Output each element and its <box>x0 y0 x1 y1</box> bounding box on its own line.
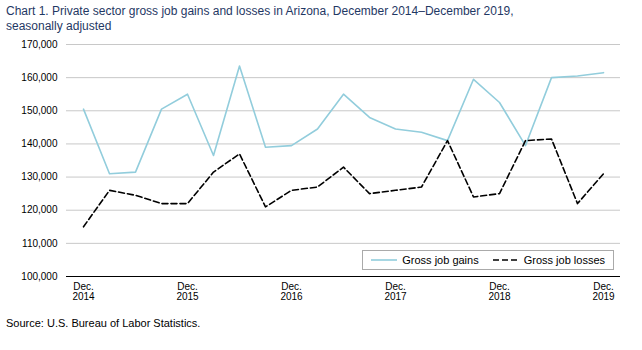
svg-text:160,000: 160,000 <box>21 72 58 83</box>
svg-text:110,000: 110,000 <box>22 238 58 249</box>
html-text:Source: U.S. Bureau of Labor S: Source: U.S. Bureau of Labor Statistics. <box>6 317 201 329</box>
svg-text:Dec.2016: Dec.2016 <box>280 281 303 302</box>
svg-text:120,000: 120,000 <box>21 204 58 215</box>
svg-text:Dec.2019: Dec.2019 <box>592 281 615 302</box>
svg-text:Dec.2014: Dec.2014 <box>72 281 95 302</box>
svg-text:100,000: 100,000 <box>21 271 58 282</box>
html-text:Gross job losses: Gross job losses <box>523 254 605 266</box>
svg-text:Dec.2017: Dec.2017 <box>384 281 407 302</box>
svg-text:130,000: 130,000 <box>21 171 58 182</box>
svg-text:Dec.2018: Dec.2018 <box>488 281 511 302</box>
svg-text:150,000: 150,000 <box>21 105 58 116</box>
svg-text:Dec.2015: Dec.2015 <box>176 281 199 302</box>
svg-text:140,000: 140,000 <box>21 138 58 149</box>
svg-text:170,000: 170,000 <box>21 39 58 50</box>
html-text:seasonally adjusted: seasonally adjusted <box>6 19 112 33</box>
html-text:Chart 1. Private sector gross: Chart 1. Private sector gross job gains … <box>6 4 514 18</box>
html-text:Gross job gains: Gross job gains <box>402 254 479 266</box>
